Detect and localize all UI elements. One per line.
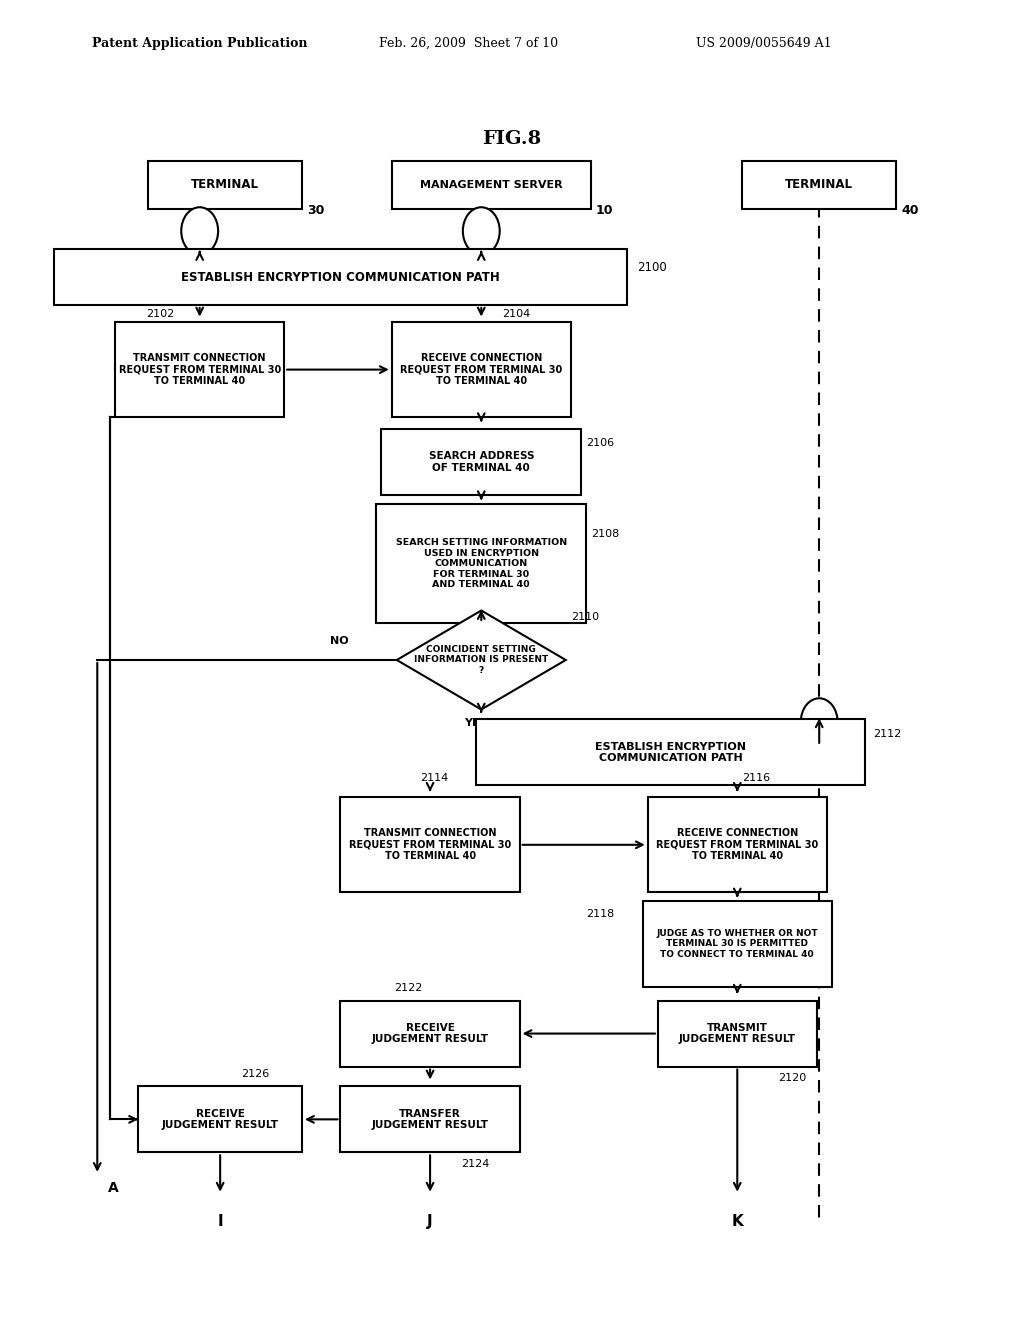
Text: TRANSFER
JUDGEMENT RESULT: TRANSFER JUDGEMENT RESULT bbox=[372, 1109, 488, 1130]
Text: 2102: 2102 bbox=[146, 309, 174, 319]
Text: 30: 30 bbox=[307, 203, 325, 216]
Text: TRANSMIT
JUDGEMENT RESULT: TRANSMIT JUDGEMENT RESULT bbox=[679, 1023, 796, 1044]
FancyBboxPatch shape bbox=[340, 1001, 520, 1067]
Text: 2114: 2114 bbox=[420, 774, 449, 784]
Text: Patent Application Publication: Patent Application Publication bbox=[92, 37, 307, 50]
Text: RECEIVE
JUDGEMENT RESULT: RECEIVE JUDGEMENT RESULT bbox=[162, 1109, 279, 1130]
Text: 2122: 2122 bbox=[394, 983, 423, 994]
Text: 2124: 2124 bbox=[461, 1159, 489, 1170]
Text: TRANSMIT CONNECTION
REQUEST FROM TERMINAL 30
TO TERMINAL 40: TRANSMIT CONNECTION REQUEST FROM TERMINA… bbox=[349, 828, 511, 862]
Text: 2118: 2118 bbox=[586, 909, 614, 920]
Text: TERMINAL: TERMINAL bbox=[785, 178, 853, 191]
Text: MANAGEMENT SERVER: MANAGEMENT SERVER bbox=[420, 180, 563, 190]
Text: Feb. 26, 2009  Sheet 7 of 10: Feb. 26, 2009 Sheet 7 of 10 bbox=[379, 37, 558, 50]
Text: NO: NO bbox=[330, 636, 349, 647]
Text: 2112: 2112 bbox=[873, 729, 902, 739]
FancyBboxPatch shape bbox=[742, 161, 896, 209]
FancyBboxPatch shape bbox=[115, 322, 285, 417]
Text: US 2009/0055649 A1: US 2009/0055649 A1 bbox=[696, 37, 831, 50]
FancyBboxPatch shape bbox=[647, 797, 826, 892]
Circle shape bbox=[463, 207, 500, 255]
Text: 40: 40 bbox=[901, 203, 919, 216]
Text: 2108: 2108 bbox=[592, 529, 620, 540]
Circle shape bbox=[801, 698, 838, 746]
Text: J: J bbox=[427, 1214, 433, 1229]
Text: 2100: 2100 bbox=[637, 260, 668, 273]
FancyBboxPatch shape bbox=[340, 797, 520, 892]
Text: K: K bbox=[731, 1214, 743, 1229]
Text: 2126: 2126 bbox=[241, 1069, 269, 1080]
Text: ESTABLISH ENCRYPTION
COMMUNICATION PATH: ESTABLISH ENCRYPTION COMMUNICATION PATH bbox=[595, 742, 746, 763]
FancyBboxPatch shape bbox=[148, 161, 302, 209]
FancyBboxPatch shape bbox=[643, 902, 831, 987]
FancyBboxPatch shape bbox=[381, 429, 581, 495]
FancyBboxPatch shape bbox=[340, 1086, 520, 1152]
FancyBboxPatch shape bbox=[138, 1086, 302, 1152]
Text: TRANSMIT CONNECTION
REQUEST FROM TERMINAL 30
TO TERMINAL 40: TRANSMIT CONNECTION REQUEST FROM TERMINA… bbox=[119, 352, 281, 387]
Text: RECEIVE CONNECTION
REQUEST FROM TERMINAL 30
TO TERMINAL 40: RECEIVE CONNECTION REQUEST FROM TERMINAL… bbox=[400, 352, 562, 387]
Text: COINCIDENT SETTING
INFORMATION IS PRESENT
?: COINCIDENT SETTING INFORMATION IS PRESEN… bbox=[414, 645, 549, 675]
Text: JUDGE AS TO WHETHER OR NOT
TERMINAL 30 IS PERMITTED
TO CONNECT TO TERMINAL 40: JUDGE AS TO WHETHER OR NOT TERMINAL 30 I… bbox=[656, 929, 818, 958]
Text: FIG.8: FIG.8 bbox=[482, 129, 542, 148]
Text: TERMINAL: TERMINAL bbox=[191, 178, 259, 191]
FancyBboxPatch shape bbox=[391, 161, 591, 209]
Text: ESTABLISH ENCRYPTION COMMUNICATION PATH: ESTABLISH ENCRYPTION COMMUNICATION PATH bbox=[181, 271, 500, 284]
Text: 2106: 2106 bbox=[586, 438, 614, 449]
FancyBboxPatch shape bbox=[391, 322, 570, 417]
FancyBboxPatch shape bbox=[476, 719, 865, 785]
Circle shape bbox=[181, 207, 218, 255]
Polygon shape bbox=[396, 610, 565, 710]
Text: SEARCH ADDRESS
OF TERMINAL 40: SEARCH ADDRESS OF TERMINAL 40 bbox=[428, 451, 535, 473]
Text: 2116: 2116 bbox=[742, 774, 770, 784]
FancyBboxPatch shape bbox=[377, 504, 586, 623]
Text: SEARCH SETTING INFORMATION
USED IN ENCRYPTION
COMMUNICATION
FOR TERMINAL 30
AND : SEARCH SETTING INFORMATION USED IN ENCRY… bbox=[395, 539, 567, 589]
Text: RECEIVE
JUDGEMENT RESULT: RECEIVE JUDGEMENT RESULT bbox=[372, 1023, 488, 1044]
Text: 2120: 2120 bbox=[778, 1073, 807, 1084]
Text: YES: YES bbox=[464, 718, 488, 729]
Text: 10: 10 bbox=[596, 203, 613, 216]
Text: RECEIVE CONNECTION
REQUEST FROM TERMINAL 30
TO TERMINAL 40: RECEIVE CONNECTION REQUEST FROM TERMINAL… bbox=[656, 828, 818, 862]
Text: 2104: 2104 bbox=[502, 309, 530, 319]
Text: A: A bbox=[108, 1181, 118, 1195]
FancyBboxPatch shape bbox=[53, 249, 627, 305]
Text: 2110: 2110 bbox=[571, 612, 599, 623]
Text: I: I bbox=[217, 1214, 223, 1229]
FancyBboxPatch shape bbox=[657, 1001, 817, 1067]
